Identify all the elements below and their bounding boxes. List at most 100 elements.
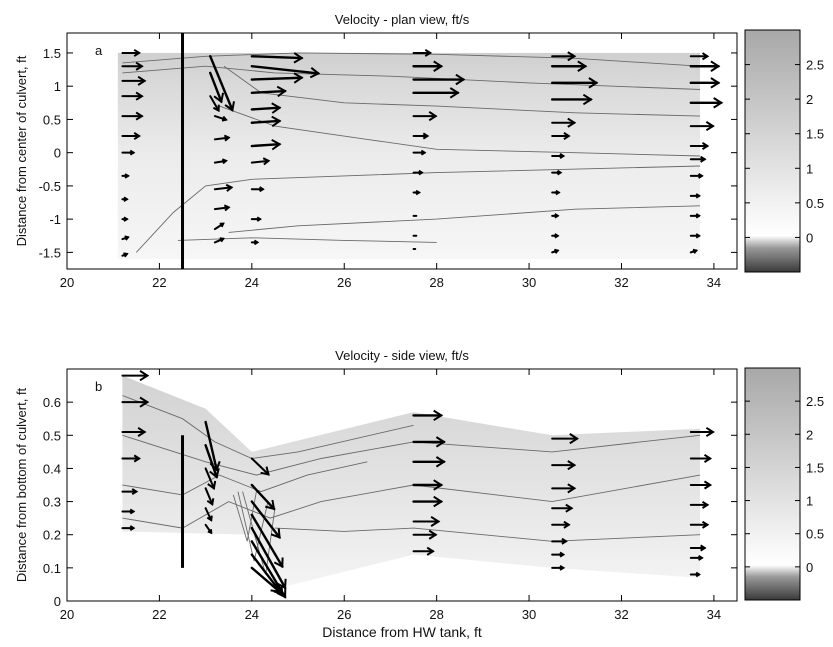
velocity-vector [551,551,566,558]
colorbar-tick-label: 0.5 [806,527,824,542]
velocity-vector [121,216,129,222]
velocity-vector [689,520,710,529]
velocity-vector [551,153,566,159]
velocity-vector [550,60,588,72]
velocity-vector [412,132,430,140]
velocity-vector [121,252,129,258]
velocity-vector [689,248,699,254]
velocity-vector [412,456,446,468]
velocity-vector [689,155,707,163]
colorbar [744,367,801,601]
y-tick-label: 0.5 [43,428,61,443]
velocity-vector [121,61,144,71]
velocity-vector [551,460,577,471]
velocity-vector [551,503,574,513]
velocity-vector [121,396,150,408]
velocity-vector [551,51,577,62]
velocity-vector [689,426,715,437]
velocity-vector [204,467,217,491]
colorbar-tick-label: 1.5 [806,460,824,475]
velocity-vector [551,233,560,239]
x-tick-label: 28 [429,607,443,622]
contour-line [177,237,437,243]
velocity-vector [250,239,260,246]
colorbar-tick-label: 0 [806,230,813,245]
y-tick-label: 0.6 [43,395,61,410]
x-tick-label: 22 [152,607,166,622]
velocity-vector [412,515,441,527]
velocity-vector [250,102,282,114]
velocity-field [122,375,700,588]
velocity-vector [689,480,713,490]
y-tick-label: -0.5 [39,179,61,194]
velocity-vector [689,77,721,89]
velocity-vector [250,115,282,128]
y-tick-label: 0.4 [43,461,61,476]
velocity-vector [689,60,721,72]
velocity-vector [550,77,599,89]
panel-label: a [95,43,103,58]
velocity-vector [121,370,150,382]
velocity-vector [689,500,710,509]
velocity-vector [689,172,704,179]
velocity-vector [689,52,710,61]
contour-line [232,491,257,542]
velocity-vector [213,204,231,212]
velocity-vector [412,87,460,99]
velocity-vector [121,48,141,57]
x-tick-label: 34 [707,275,721,290]
velocity-vector [121,173,130,179]
x-axis-label: Distance from HW tank, ft [322,624,482,640]
velocity-vector [412,111,438,122]
y-tick-label: 1 [54,79,61,94]
velocity-vector [121,454,141,463]
velocity-vector [689,213,701,219]
velocity-vector [209,95,220,113]
velocity-vector [689,193,701,199]
velocity-vector [551,213,560,219]
velocity-vector [204,487,215,506]
colorbar-tick-label: 0.5 [806,196,824,211]
y-tick-label: 0.1 [43,561,61,576]
x-tick-label: 30 [522,607,536,622]
x-tick-label: 20 [60,607,74,622]
velocity-vector [209,71,225,104]
velocity-vector [121,91,144,101]
velocity-vector [412,529,438,540]
velocity-vector [551,189,561,196]
velocity-vector [213,237,225,244]
contour-line [228,205,701,233]
y-tick-label: 1.5 [43,46,61,61]
velocity-vector [250,65,321,79]
velocity-vector [689,97,724,109]
velocity-vector [412,73,466,86]
velocity-vector [213,158,228,165]
velocity-vector [551,520,571,529]
y-tick-label: 0.3 [43,495,61,510]
contour-line [122,52,701,67]
velocity-vector [551,248,560,254]
contour-line [274,527,701,542]
colorbar-tick-label: 2.5 [806,394,824,409]
velocity-vector [121,149,136,156]
velocity-vector [689,121,715,132]
velocity-vector [689,554,704,561]
contour-line [122,434,701,476]
y-tick-label: 0 [54,146,61,161]
velocity-vector [121,235,130,241]
velocity-vector [412,409,444,422]
velocity-vector [250,139,282,151]
velocity-vector [412,60,444,72]
x-tick-label: 26 [337,607,351,622]
velocity-vector [551,132,571,141]
velocity-field [117,52,701,260]
contour-line [223,65,701,117]
y-tick-label: 0 [54,594,61,609]
x-tick-label: 32 [614,275,628,290]
velocity-vector [204,444,220,479]
velocity-vector [412,436,446,448]
colorbar-tick-label: 2.5 [806,58,824,73]
velocity-vector [250,526,287,590]
velocity-vector [121,426,147,437]
